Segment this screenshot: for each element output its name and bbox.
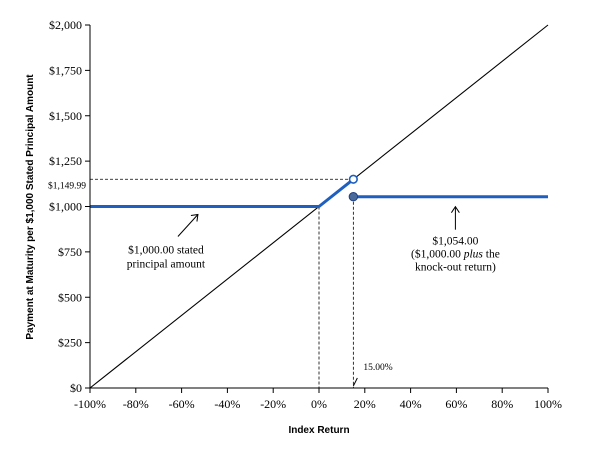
y-tick-label: $1,000 <box>49 200 82 214</box>
y-tick-label: $1,500 <box>49 109 82 123</box>
y-tick-label: $750 <box>58 245 82 259</box>
reference-lines <box>90 178 358 388</box>
x-tick-label: -80% <box>123 397 149 411</box>
y-tick-label: $0 <box>70 381 82 395</box>
y-axis-title: Payment at Maturity per $1,000 Stated Pr… <box>25 74 36 340</box>
annotation-arrowhead-knockout <box>450 205 460 213</box>
annotation-knockout-line: ($1,000.00 plus the <box>411 248 500 261</box>
x-tick-label: -20% <box>260 397 286 411</box>
y-tick-label: $2,000 <box>49 18 82 32</box>
tick-labels: $0 $250 $500 $750 $1,000 $1,250 $1,500 $1,750 $2… <box>48 18 562 411</box>
y-tick-label: $1,750 <box>49 63 82 77</box>
annotation-principal-line: $1,000.00 stated <box>128 244 204 257</box>
x-tick-label: 0% <box>311 397 327 411</box>
y-tick-label: $500 <box>58 290 82 304</box>
series-payoff-low <box>90 178 355 208</box>
x-tick-label: 40% <box>400 397 422 411</box>
series-layer <box>89 24 549 389</box>
x-tick-label: 20% <box>354 397 376 411</box>
h-ref-label: $1,149.99 <box>48 180 86 191</box>
x-tick-label: -40% <box>214 397 240 411</box>
open-marker <box>348 174 358 184</box>
annotation-principal-line: principal amount <box>127 259 206 271</box>
markers <box>348 174 359 202</box>
annotation-arrow-principal <box>177 214 199 237</box>
x-tick-label: -60% <box>169 397 195 411</box>
knockout-slash <box>352 377 358 387</box>
v-ref-label: 15.00% <box>363 363 392 373</box>
y-tick-label: $250 <box>58 336 82 350</box>
x-tick-label: 60% <box>445 397 467 411</box>
annotation-arrowhead-principal <box>190 213 199 222</box>
annotations: $1,000.00 stated principal amount $1,054.0… <box>127 205 500 274</box>
x-axis-title: Index Return <box>288 425 349 436</box>
y-tick-label: $1,250 <box>49 154 82 168</box>
annotation-knockout-line: $1,054.00 <box>432 235 478 248</box>
annotation-knockout-line: knock-out return) <box>415 262 496 274</box>
x-tick-label: 80% <box>491 397 513 411</box>
filled-marker <box>348 191 359 202</box>
x-tick-label: 100% <box>534 397 562 411</box>
axes <box>85 24 549 393</box>
x-tick-label: -100% <box>74 397 106 411</box>
